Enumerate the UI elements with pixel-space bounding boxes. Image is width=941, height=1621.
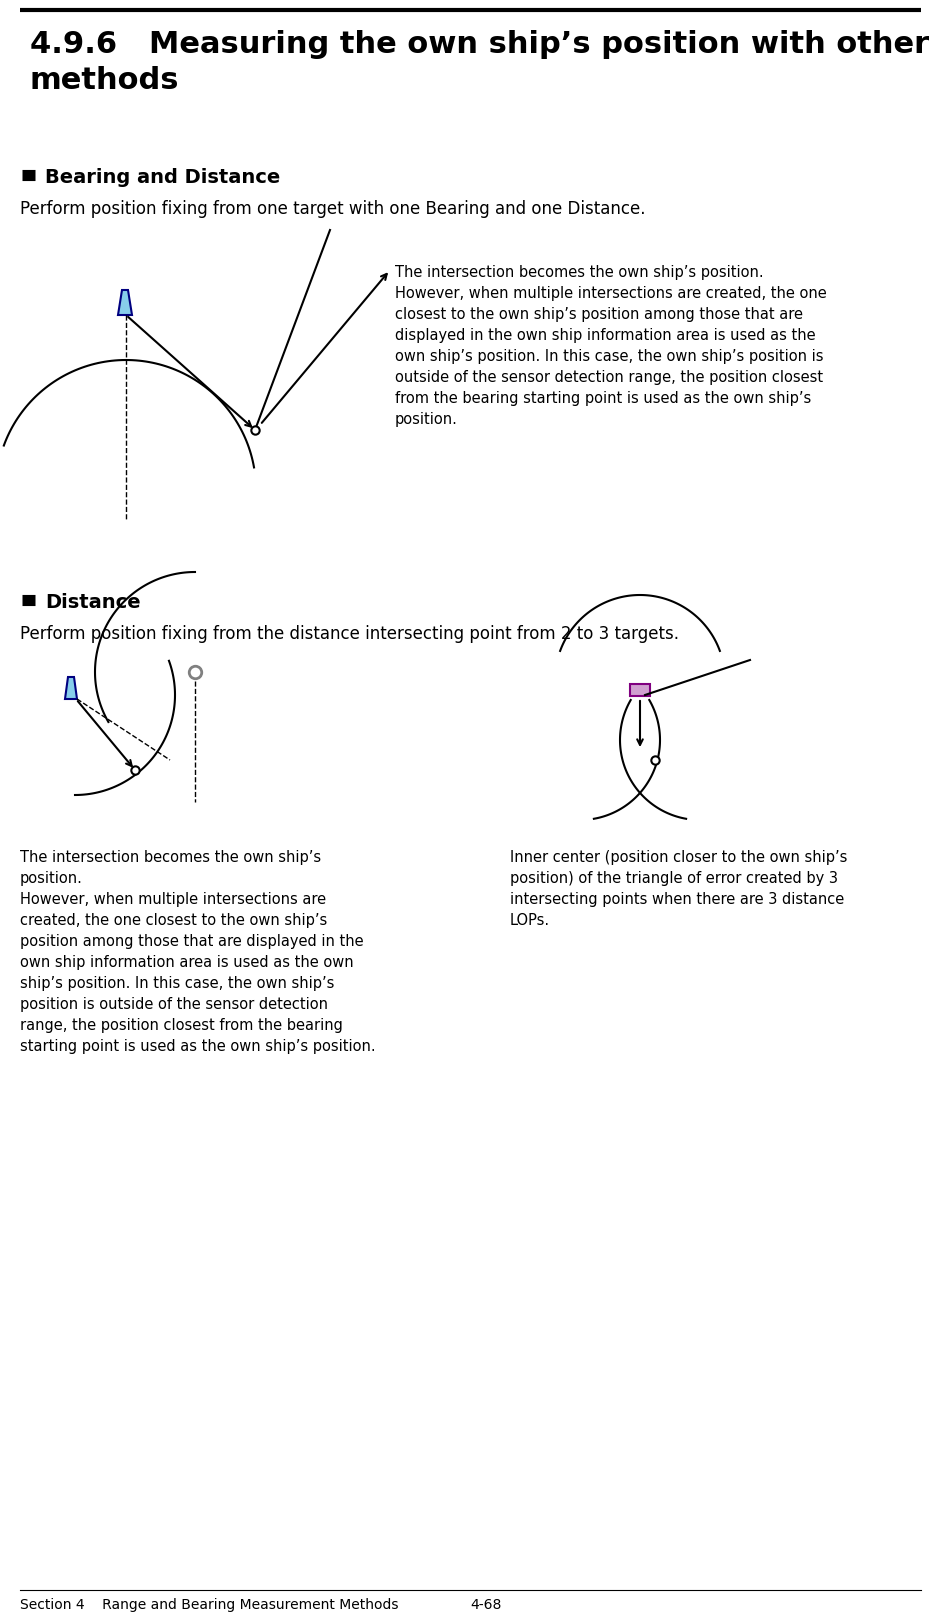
Text: The intersection becomes the own ship’s position.
However, when multiple interse: The intersection becomes the own ship’s …: [395, 264, 827, 426]
Text: Perform position fixing from the distance intersecting point from 2 to 3 targets: Perform position fixing from the distanc…: [20, 626, 679, 644]
Text: Bearing and Distance: Bearing and Distance: [45, 169, 280, 186]
Text: Section 4    Range and Bearing Measurement Methods: Section 4 Range and Bearing Measurement …: [20, 1598, 398, 1611]
Text: Distance: Distance: [45, 593, 140, 613]
Text: 4-68: 4-68: [470, 1598, 502, 1611]
Text: Perform position fixing from one target with one Bearing and one Distance.: Perform position fixing from one target …: [20, 199, 646, 217]
Polygon shape: [65, 678, 77, 699]
Text: 4.9.6   Measuring the own ship’s position with other
methods: 4.9.6 Measuring the own ship’s position …: [30, 31, 929, 96]
Polygon shape: [630, 684, 650, 695]
Polygon shape: [118, 290, 132, 314]
Text: Inner center (position closer to the own ship’s
position) of the triangle of err: Inner center (position closer to the own…: [510, 849, 848, 927]
Text: The intersection becomes the own ship’s
position.
However, when multiple interse: The intersection becomes the own ship’s …: [20, 849, 375, 1054]
